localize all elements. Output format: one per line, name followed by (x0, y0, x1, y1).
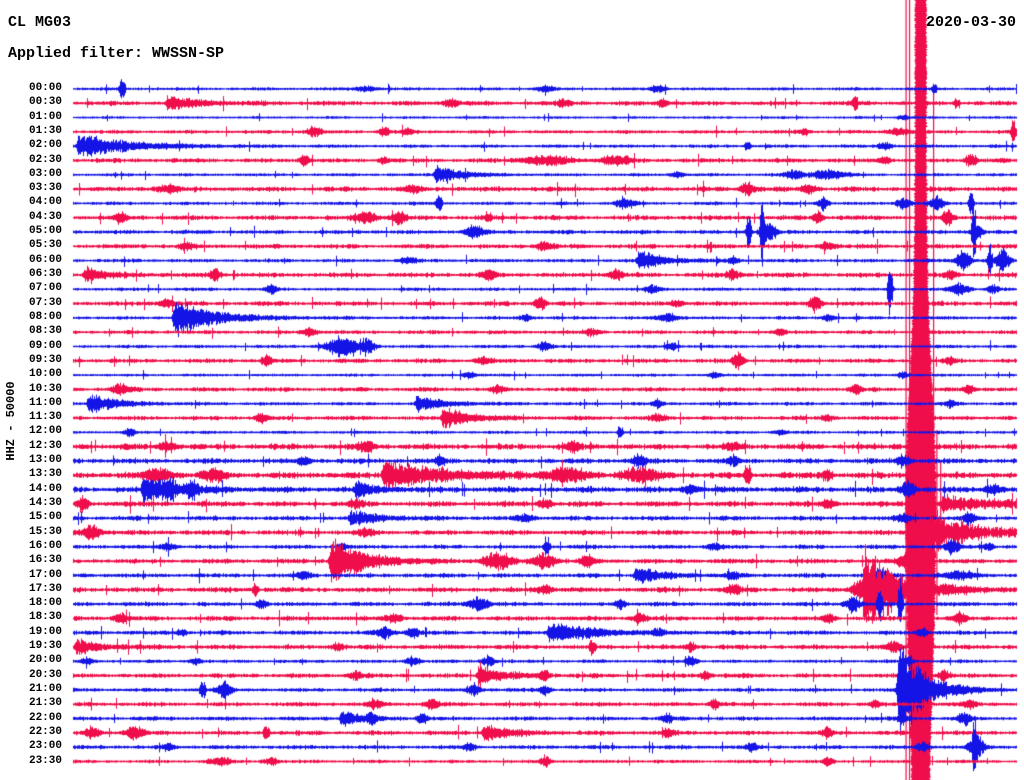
time-label: 04:00 (28, 196, 62, 209)
time-label: 04:30 (28, 210, 62, 223)
time-label: 06:30 (28, 268, 62, 281)
time-label: 08:00 (28, 310, 62, 323)
time-label: 22:30 (28, 725, 62, 738)
time-label: 12:00 (28, 425, 62, 438)
time-label: 08:30 (28, 325, 62, 338)
time-label: 06:00 (28, 253, 62, 266)
time-label: 03:00 (28, 167, 62, 180)
time-label: 20:00 (28, 654, 62, 667)
time-label: 00:30 (28, 96, 62, 109)
time-label: 21:30 (28, 697, 62, 710)
time-label: 05:00 (28, 225, 62, 238)
time-label: 10:00 (28, 368, 62, 381)
time-label: 23:30 (28, 754, 62, 767)
time-label: 14:00 (28, 482, 62, 495)
station-title: CL MG03 (8, 14, 72, 31)
time-label: 16:30 (28, 554, 62, 567)
time-label: 07:00 (28, 282, 62, 295)
time-label: 02:00 (28, 139, 62, 152)
time-label: 17:30 (28, 582, 62, 595)
time-label: 10:30 (28, 382, 62, 395)
filter-label: Applied filter: WWSSN-SP (8, 45, 225, 62)
time-label: 18:30 (28, 611, 62, 624)
time-label: 13:30 (28, 468, 62, 481)
time-label: 15:30 (28, 525, 62, 538)
time-label: 20:30 (28, 668, 62, 681)
time-label: 07:30 (28, 296, 62, 309)
time-label: 21:00 (28, 683, 62, 696)
time-label: 03:30 (28, 182, 62, 195)
time-label: 09:30 (28, 353, 62, 366)
time-label: 15:00 (28, 511, 62, 524)
time-label: 11:00 (28, 396, 62, 409)
time-label: 14:30 (28, 496, 62, 509)
time-label: 00:00 (28, 82, 62, 94)
time-label: 13:00 (28, 454, 62, 467)
y-axis-scale-label: HHZ - 50000 (4, 381, 18, 461)
time-label: 01:30 (28, 124, 62, 137)
time-label: 01:00 (28, 110, 62, 123)
time-label: 17:00 (28, 568, 62, 581)
time-label: 19:30 (28, 640, 62, 653)
time-label: 12:30 (28, 439, 62, 452)
time-label: 19:00 (28, 625, 62, 638)
time-label: 22:00 (28, 711, 62, 724)
time-label: 11:30 (28, 411, 62, 424)
date-label: 2020-03-30 (925, 14, 1016, 31)
time-label: 02:30 (28, 153, 62, 166)
time-label: 16:00 (28, 539, 62, 552)
time-label: 18:00 (28, 597, 62, 610)
time-label: 09:00 (28, 339, 62, 352)
time-label: 05:30 (28, 239, 62, 252)
time-label: 23:00 (28, 740, 62, 753)
